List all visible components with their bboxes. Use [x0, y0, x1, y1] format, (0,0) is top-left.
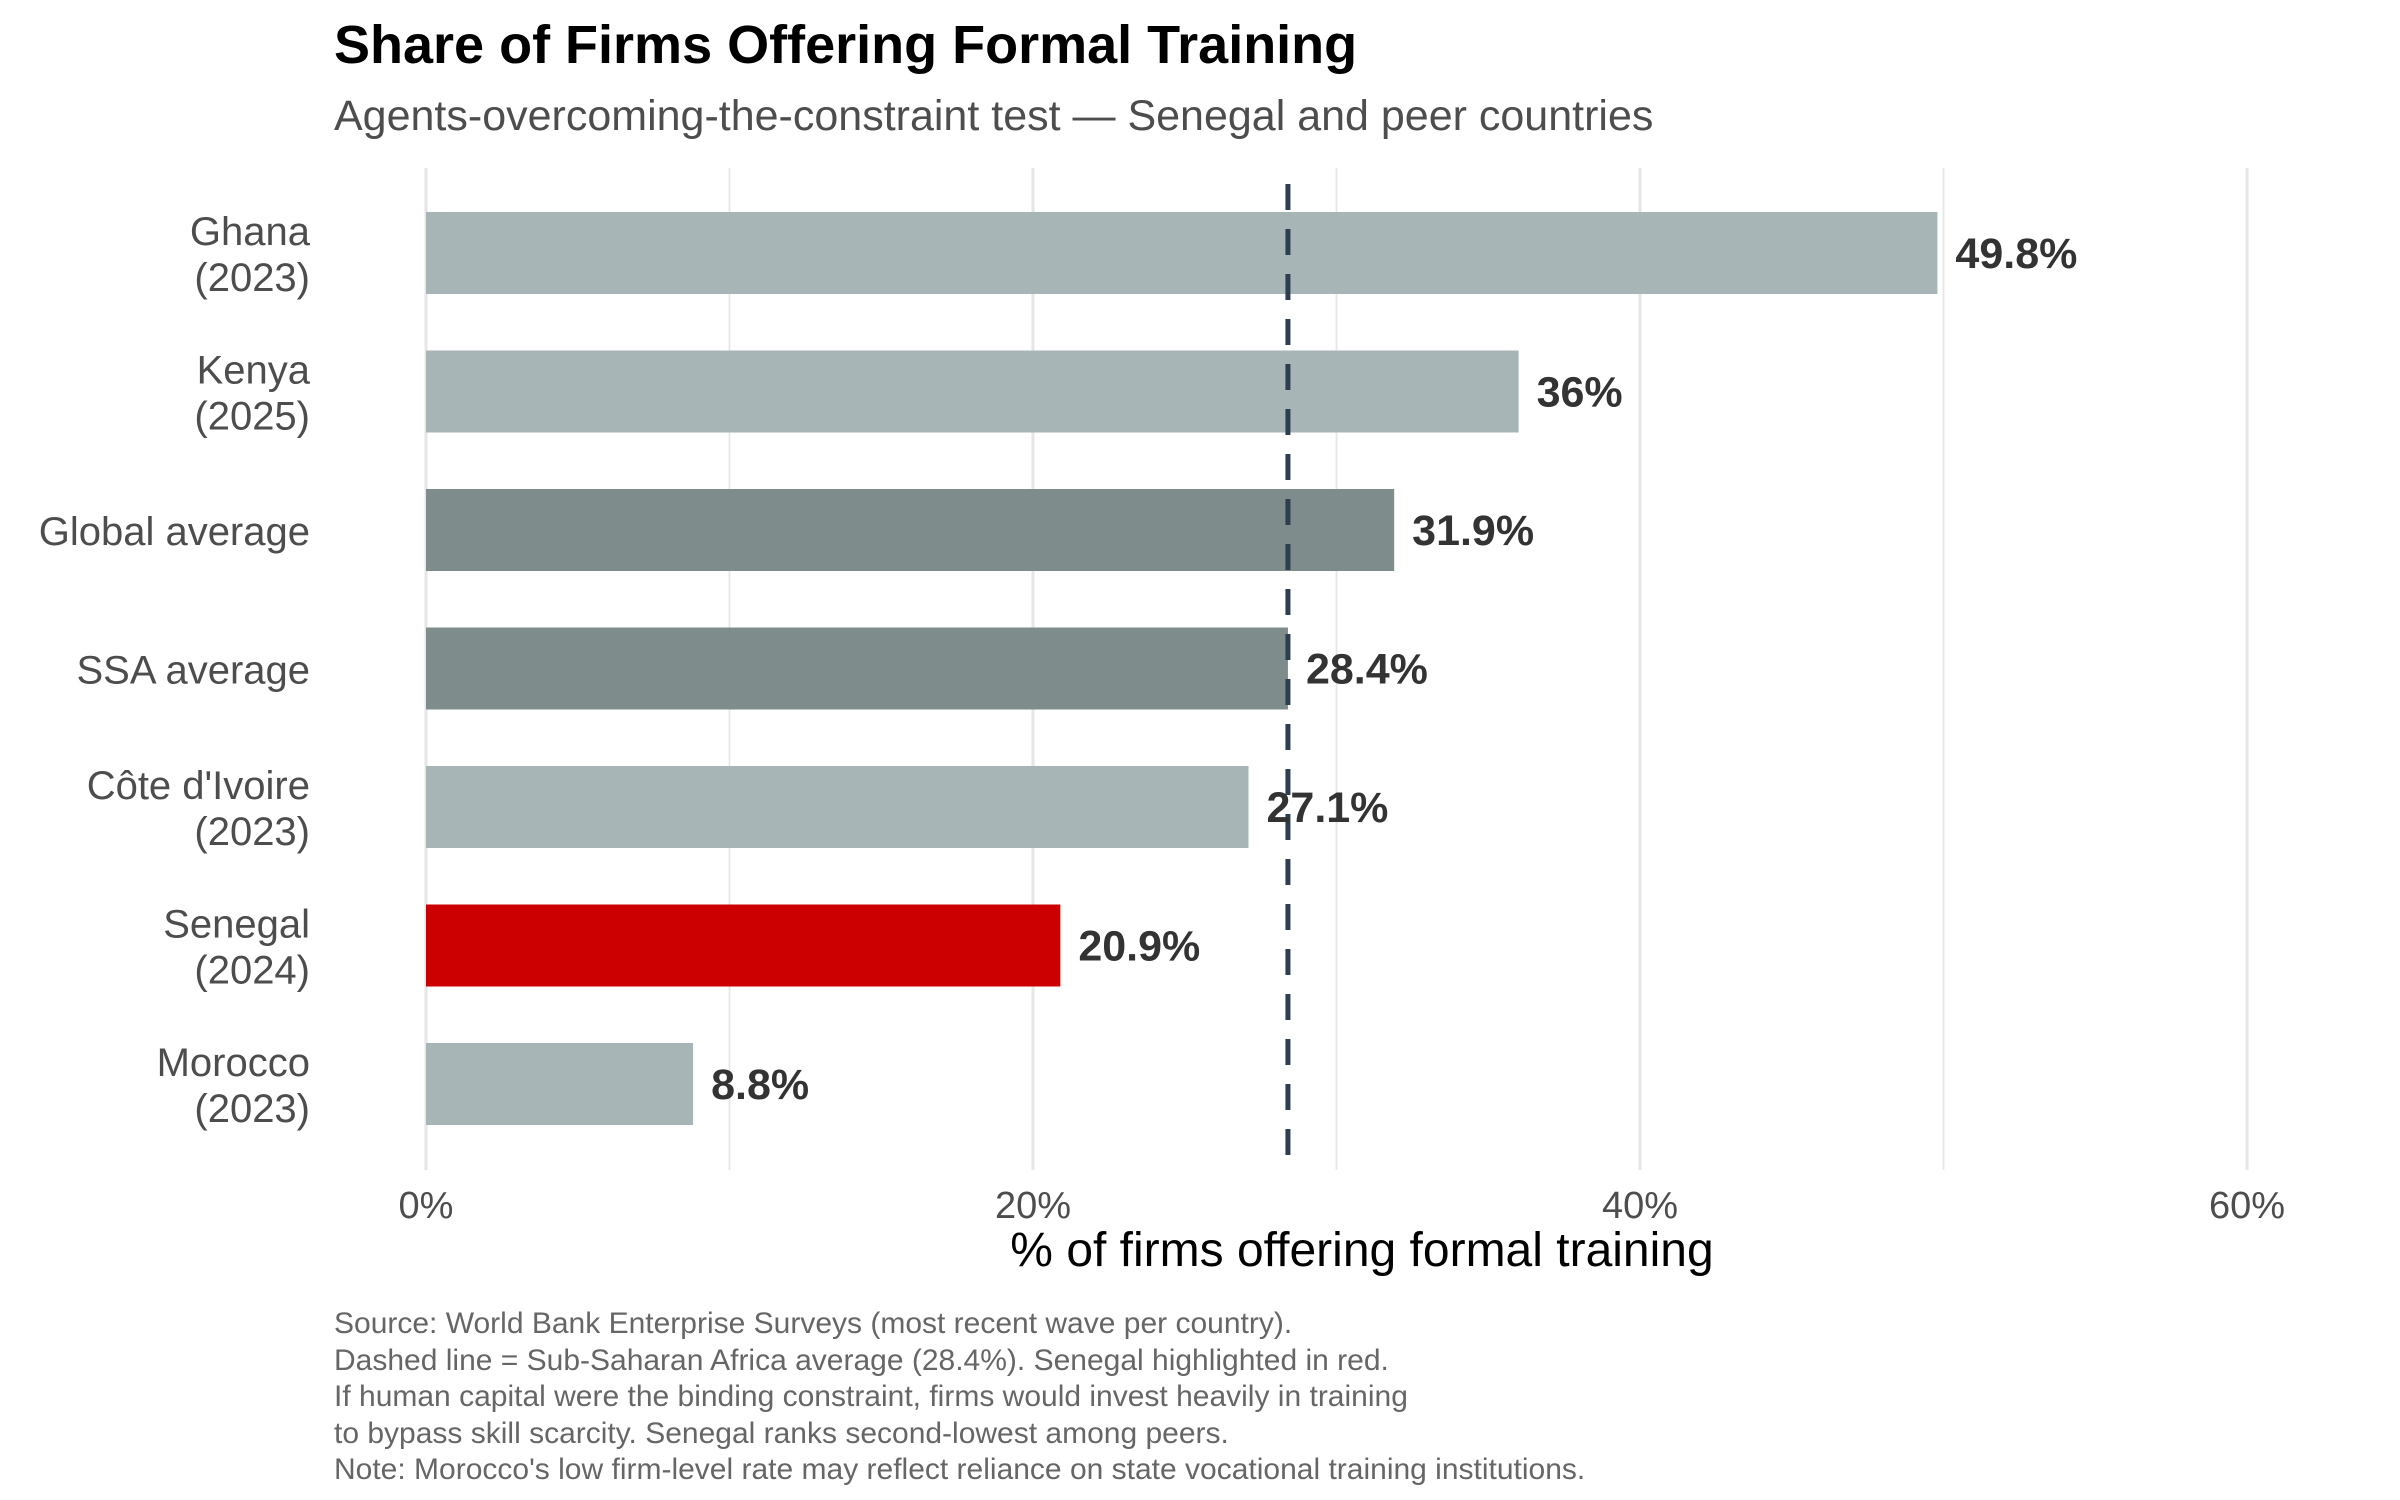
- caption-line: Note: Morocco's low firm-level rate may …: [334, 1453, 1586, 1486]
- category-label: (2023): [194, 810, 310, 854]
- category-label: (2023): [194, 1087, 310, 1131]
- x-axis-ticks: 0% 20% 40% 60%: [399, 1185, 2285, 1227]
- bar: [426, 904, 1061, 987]
- category-label: (2025): [194, 395, 310, 439]
- value-label: 36%: [1537, 369, 1623, 417]
- chart-caption: Source: World Bank Enterprise Surveys (m…: [334, 1306, 1585, 1489]
- caption-line: Source: World Bank Enterprise Surveys (m…: [334, 1307, 1293, 1340]
- x-tick-label: 40%: [1602, 1185, 1678, 1227]
- value-label: 28.4%: [1306, 646, 1428, 694]
- chart-subtitle: Agents-overcoming-the-constraint test — …: [334, 92, 1654, 140]
- category-label: SSA average: [77, 649, 311, 693]
- bar: [426, 1043, 694, 1125]
- value-labels: 49.8% 36% 31.9% 28.4% 27.1% 20.9% 8.8%: [711, 230, 2077, 1109]
- value-label: 49.8%: [1955, 230, 2077, 278]
- value-label: 27.1%: [1266, 784, 1388, 832]
- bar: [426, 766, 1249, 848]
- bar: [426, 212, 1938, 294]
- chart-title: Share of Firms Offering Formal Training: [334, 15, 1358, 75]
- category-label: Ghana: [190, 210, 311, 254]
- category-label: (2023): [194, 256, 310, 300]
- value-label: 20.9%: [1078, 923, 1200, 971]
- bar: [426, 627, 1288, 710]
- bar: [426, 350, 1519, 433]
- x-tick-label: 60%: [2209, 1185, 2285, 1227]
- value-label: 31.9%: [1412, 507, 1534, 555]
- value-label: 8.8%: [711, 1061, 809, 1109]
- category-label: Morocco: [157, 1041, 310, 1085]
- caption-line: If human capital were the binding constr…: [334, 1380, 1408, 1413]
- x-tick-label: 0%: [399, 1185, 454, 1227]
- x-tick-label: 20%: [995, 1185, 1071, 1227]
- bar: [426, 489, 1395, 571]
- category-labels: Ghana(2023)Kenya(2025)Global averageSSA …: [39, 210, 311, 1131]
- category-label: Kenya: [197, 349, 311, 393]
- bars: [426, 212, 1938, 1125]
- category-label: Global average: [39, 510, 310, 554]
- caption-line: Dashed line = Sub-Saharan Africa average…: [334, 1343, 1389, 1377]
- category-label: Côte d'Ivoire: [87, 764, 310, 808]
- category-label: (2024): [194, 949, 310, 993]
- category-label: Senegal: [163, 903, 310, 947]
- x-axis-label: % of firms offering formal training: [1010, 1224, 1713, 1277]
- caption-line: to bypass skill scarcity. Senegal ranks …: [334, 1416, 1229, 1450]
